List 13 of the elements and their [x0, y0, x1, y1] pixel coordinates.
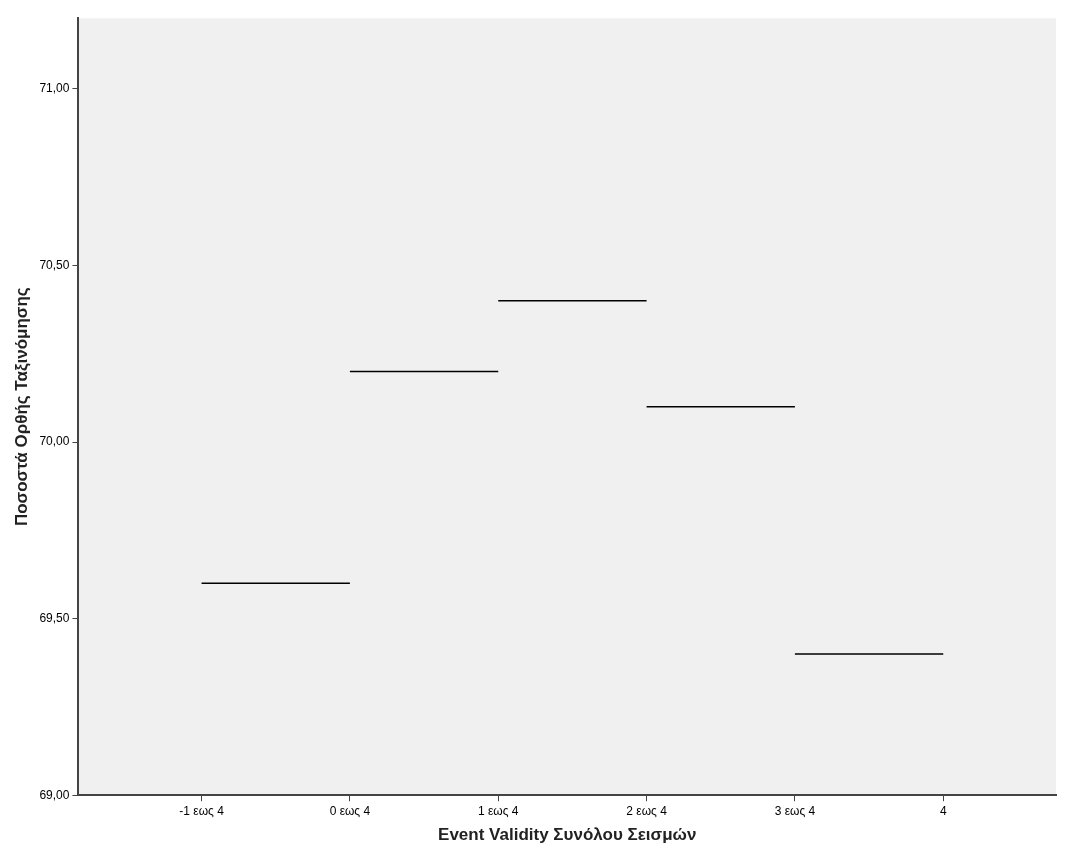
x-tick-label: 0 εως 4 [329, 803, 371, 818]
x-tick-label: 4 [939, 803, 947, 818]
y-tick-label: 71,00 [39, 81, 70, 96]
x-tick-label: 1 εως 4 [477, 803, 519, 818]
x-tick-label: 2 εως 4 [626, 803, 668, 818]
x-axis-title: Event Validity Συνόλου Σεισμών [438, 825, 697, 845]
y-tick-label: 70,00 [39, 434, 70, 449]
x-tick-label: 3 εως 4 [774, 803, 816, 818]
y-tick-label: 69,00 [39, 787, 70, 802]
x-tick-label: -1 εως 4 [179, 803, 225, 818]
y-tick-label: 69,50 [39, 610, 70, 625]
y-tick-label: 70,50 [39, 257, 70, 272]
y-axis-title: Ποσοστά Ορθής Ταξινόμησης [11, 287, 31, 527]
